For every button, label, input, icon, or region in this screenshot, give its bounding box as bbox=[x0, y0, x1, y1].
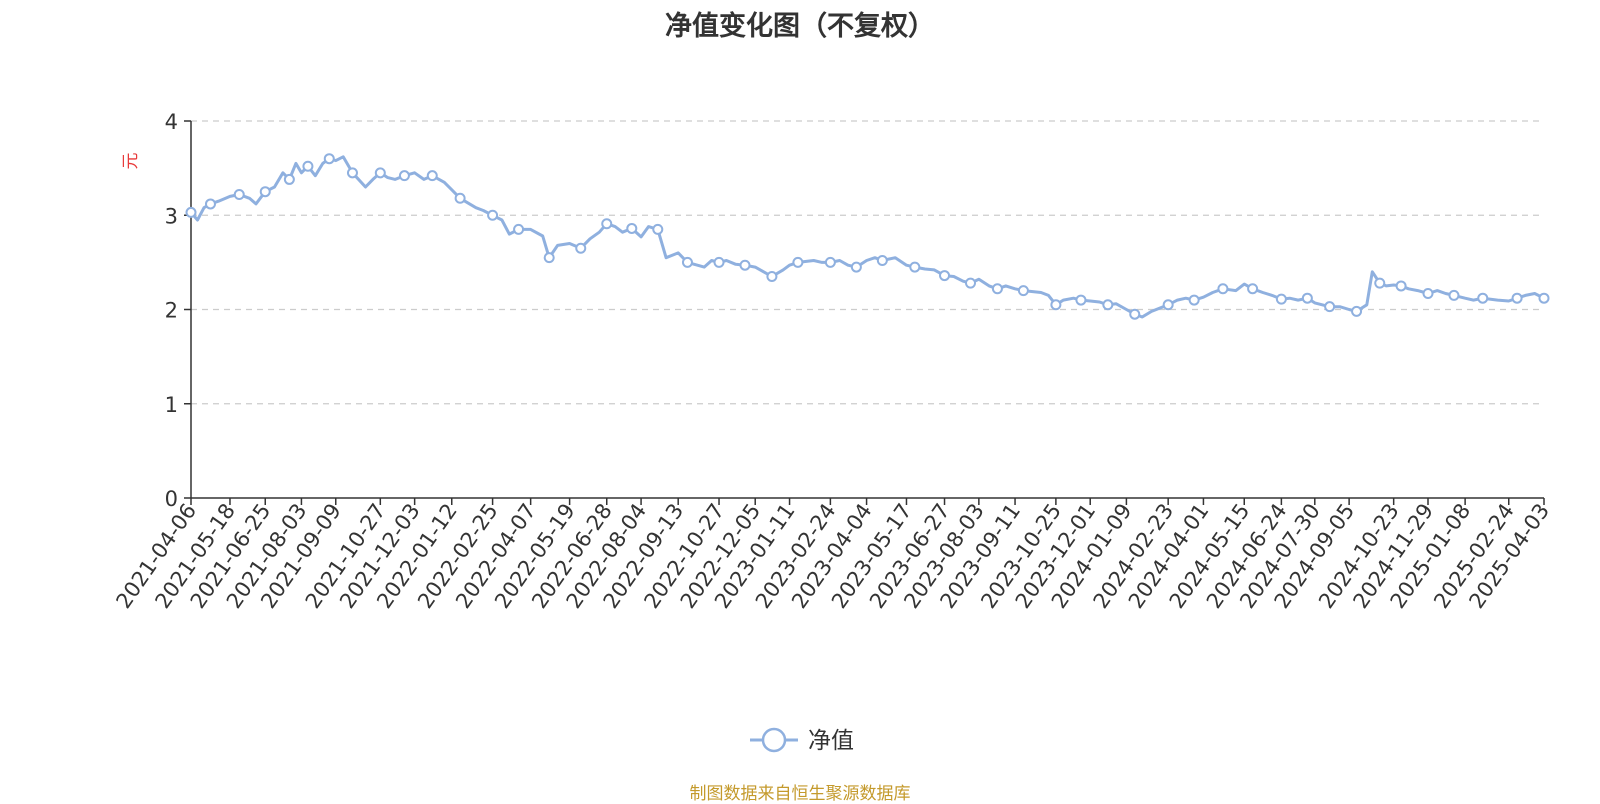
data-point-marker bbox=[1395, 280, 1407, 292]
data-point-marker bbox=[1102, 299, 1114, 311]
data-point-marker bbox=[1301, 292, 1313, 304]
data-point-markers bbox=[185, 153, 1550, 320]
data-point-marker bbox=[1374, 277, 1386, 289]
data-point-marker bbox=[1275, 293, 1287, 305]
data-point-marker bbox=[652, 223, 664, 235]
data-point-marker bbox=[259, 186, 271, 198]
data-point-marker bbox=[1324, 301, 1336, 313]
data-point-marker bbox=[204, 198, 216, 210]
data-point-marker bbox=[185, 206, 197, 218]
data-point-marker bbox=[454, 192, 466, 204]
data-point-marker bbox=[909, 261, 921, 273]
data-point-marker bbox=[543, 252, 555, 264]
data-point-marker bbox=[792, 256, 804, 268]
x-tick-labels: 2021-04-062021-05-182021-06-252021-08-03… bbox=[111, 499, 1554, 613]
data-point-marker bbox=[739, 259, 751, 271]
data-point-marker bbox=[1188, 294, 1200, 306]
data-point-marker bbox=[713, 256, 725, 268]
data-point-marker bbox=[346, 167, 358, 179]
data-point-marker bbox=[1448, 289, 1460, 301]
data-point-marker bbox=[513, 223, 525, 235]
y-tick-label: 4 bbox=[165, 110, 178, 134]
legend-marker-swatch bbox=[761, 727, 787, 753]
y-tick-label: 2 bbox=[165, 299, 178, 323]
data-point-marker bbox=[876, 254, 888, 266]
data-point-marker bbox=[1050, 299, 1062, 311]
data-point-marker bbox=[601, 218, 613, 230]
data-point-marker bbox=[626, 222, 638, 234]
data-point-marker bbox=[398, 170, 410, 182]
data-point-marker bbox=[991, 283, 1003, 295]
data-point-marker bbox=[850, 261, 862, 273]
axes bbox=[184, 120, 1545, 505]
y-tick-label: 3 bbox=[165, 204, 178, 228]
y-tick-labels: 0 1 2 3 4 bbox=[165, 110, 178, 511]
y-tick-label: 0 bbox=[165, 487, 178, 511]
grid-lines bbox=[191, 120, 1544, 405]
data-point-marker bbox=[1538, 292, 1550, 304]
data-point-marker bbox=[302, 160, 314, 172]
data-point-marker bbox=[283, 173, 295, 185]
data-point-marker bbox=[681, 256, 693, 268]
data-point-marker bbox=[1162, 299, 1174, 311]
data-point-marker bbox=[1511, 292, 1523, 304]
legend-label-series: 净值 bbox=[808, 728, 854, 754]
data-point-marker bbox=[965, 277, 977, 289]
data-point-marker bbox=[1217, 283, 1229, 295]
chart-title: 净值变化图（不复权） bbox=[665, 11, 935, 42]
data-point-marker bbox=[575, 242, 587, 254]
data-point-marker bbox=[374, 167, 386, 179]
data-point-marker bbox=[1075, 294, 1087, 306]
data-point-marker bbox=[824, 256, 836, 268]
legend[interactable]: 净值 bbox=[750, 727, 854, 754]
series-line-net-value bbox=[189, 155, 1545, 319]
data-point-marker bbox=[487, 209, 499, 221]
data-point-marker bbox=[1129, 308, 1141, 320]
data-point-marker bbox=[1422, 287, 1434, 299]
source-note: 制图数据来自恒生聚源数据库 bbox=[689, 784, 911, 804]
y-tick-label: 1 bbox=[165, 393, 178, 417]
data-point-marker bbox=[1477, 292, 1489, 304]
data-point-marker bbox=[766, 271, 778, 283]
data-point-marker bbox=[426, 170, 438, 182]
data-point-marker bbox=[1247, 283, 1259, 295]
data-point-marker bbox=[1351, 305, 1363, 317]
data-point-marker bbox=[233, 189, 245, 201]
series-layer bbox=[189, 155, 1545, 319]
y-axis-label: 元 bbox=[121, 153, 141, 170]
data-point-marker bbox=[1017, 285, 1029, 297]
data-point-marker bbox=[323, 153, 335, 165]
data-point-marker bbox=[939, 270, 951, 282]
